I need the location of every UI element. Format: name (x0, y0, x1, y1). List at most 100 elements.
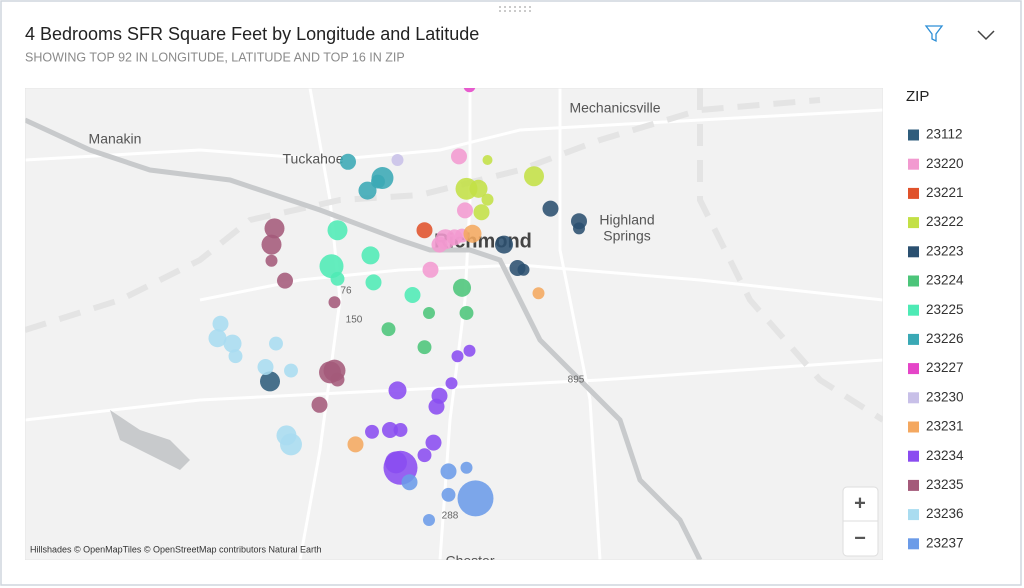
bubble[interactable] (431, 236, 448, 253)
legend-swatch[interactable] (908, 450, 919, 462)
legend-swatch[interactable] (908, 392, 919, 404)
menu-chevron[interactable] (977, 30, 995, 41)
bubble[interactable] (284, 363, 298, 378)
bubble[interactable] (311, 396, 328, 413)
legend-label[interactable]: 23112 (926, 127, 963, 142)
legend-swatch[interactable] (908, 538, 919, 550)
bubble[interactable] (428, 398, 445, 415)
bubble[interactable] (361, 246, 380, 265)
bubble[interactable] (456, 202, 474, 219)
map[interactable]: Mechanicsville Manakin Tuckahoe Highland… (25, 80, 883, 568)
bubble[interactable] (423, 307, 435, 319)
bubble[interactable] (358, 181, 377, 200)
bubble[interactable] (328, 296, 341, 309)
legend-swatch[interactable] (908, 421, 919, 433)
legend-swatch[interactable] (908, 187, 919, 199)
bubble[interactable] (494, 235, 514, 254)
bubble[interactable] (517, 263, 530, 276)
legend-label[interactable]: 23225 (926, 302, 964, 317)
bubble[interactable] (524, 166, 544, 187)
bubble[interactable] (339, 153, 357, 170)
bubble[interactable] (365, 424, 379, 439)
legend-label[interactable]: 23237 (926, 535, 964, 550)
bubble[interactable] (223, 334, 242, 353)
legend-swatch[interactable] (908, 275, 919, 287)
zoom-out[interactable]: − (854, 527, 866, 549)
bubble[interactable] (441, 487, 456, 502)
bubble[interactable] (532, 287, 545, 300)
bubble[interactable] (450, 148, 468, 165)
bubble[interactable] (265, 254, 278, 267)
legend-swatch[interactable] (908, 129, 919, 141)
bubble[interactable] (381, 421, 399, 439)
bubble[interactable] (452, 278, 472, 297)
bubble[interactable] (260, 371, 280, 392)
legend-label[interactable]: 23222 (926, 214, 964, 229)
legend-label[interactable]: 23230 (926, 389, 964, 404)
bubble[interactable] (212, 315, 229, 332)
filter-icon[interactable] (924, 25, 944, 43)
bubble[interactable] (269, 336, 283, 351)
bubble[interactable] (208, 329, 227, 348)
legend-label[interactable]: 23223 (926, 243, 964, 258)
bubble[interactable] (422, 261, 439, 278)
bubble[interactable] (423, 514, 435, 526)
bubble[interactable] (451, 350, 464, 363)
bubble[interactable] (388, 381, 407, 400)
bubble[interactable] (391, 154, 404, 166)
bubble[interactable] (385, 451, 407, 474)
bubble[interactable] (473, 204, 490, 221)
bubble[interactable] (482, 155, 493, 165)
bubble[interactable] (347, 436, 364, 453)
legend-swatch[interactable] (908, 158, 919, 170)
legend-swatch[interactable] (908, 246, 919, 258)
bubble[interactable] (371, 174, 385, 189)
bubble[interactable] (330, 271, 345, 286)
bubble[interactable] (460, 461, 473, 474)
bubble[interactable] (401, 474, 418, 491)
bubble[interactable] (393, 423, 408, 437)
bubble[interactable] (481, 193, 494, 206)
legend-swatch[interactable] (908, 363, 919, 375)
legend-swatch[interactable] (908, 333, 919, 345)
bubble[interactable] (365, 274, 382, 291)
bubble[interactable] (417, 340, 432, 355)
legend-label[interactable]: 23221 (926, 185, 964, 200)
bubble[interactable] (416, 222, 433, 239)
bubble[interactable] (425, 434, 442, 451)
bubble[interactable] (280, 433, 302, 456)
legend-label[interactable]: 23235 (926, 477, 964, 492)
legend-label[interactable]: 23236 (926, 506, 964, 521)
bubble[interactable] (469, 179, 488, 198)
bubble[interactable] (457, 480, 494, 517)
legend-label[interactable]: 23224 (926, 273, 964, 288)
bubble[interactable] (463, 80, 476, 93)
bubble[interactable] (445, 377, 458, 390)
legend-swatch[interactable] (908, 217, 919, 229)
bubble[interactable] (459, 306, 474, 320)
legend-label[interactable]: 23227 (926, 360, 964, 375)
legend-label[interactable]: 23234 (926, 448, 964, 463)
bubble[interactable] (257, 358, 274, 376)
bubble[interactable] (463, 224, 482, 243)
legend-label[interactable]: 23226 (926, 331, 964, 346)
bubble[interactable] (330, 372, 345, 387)
drag-handle[interactable] (499, 6, 531, 12)
bubble[interactable] (261, 234, 282, 255)
bubble[interactable] (440, 463, 457, 480)
bubble[interactable] (327, 220, 348, 241)
legend-swatch[interactable] (908, 304, 919, 316)
bubble[interactable] (542, 200, 559, 217)
bubble[interactable] (264, 218, 285, 239)
bubble[interactable] (381, 322, 396, 337)
zoom-in[interactable]: + (854, 492, 866, 514)
bubble[interactable] (276, 272, 294, 289)
legend-label[interactable]: 23220 (926, 156, 964, 171)
legend-label[interactable]: 23231 (926, 419, 964, 434)
bubble[interactable] (463, 344, 476, 357)
legend-swatch[interactable] (908, 479, 919, 491)
legend-swatch[interactable] (908, 509, 919, 521)
bubble[interactable] (404, 286, 421, 304)
bubble[interactable] (573, 222, 585, 235)
bubble[interactable] (228, 349, 243, 364)
